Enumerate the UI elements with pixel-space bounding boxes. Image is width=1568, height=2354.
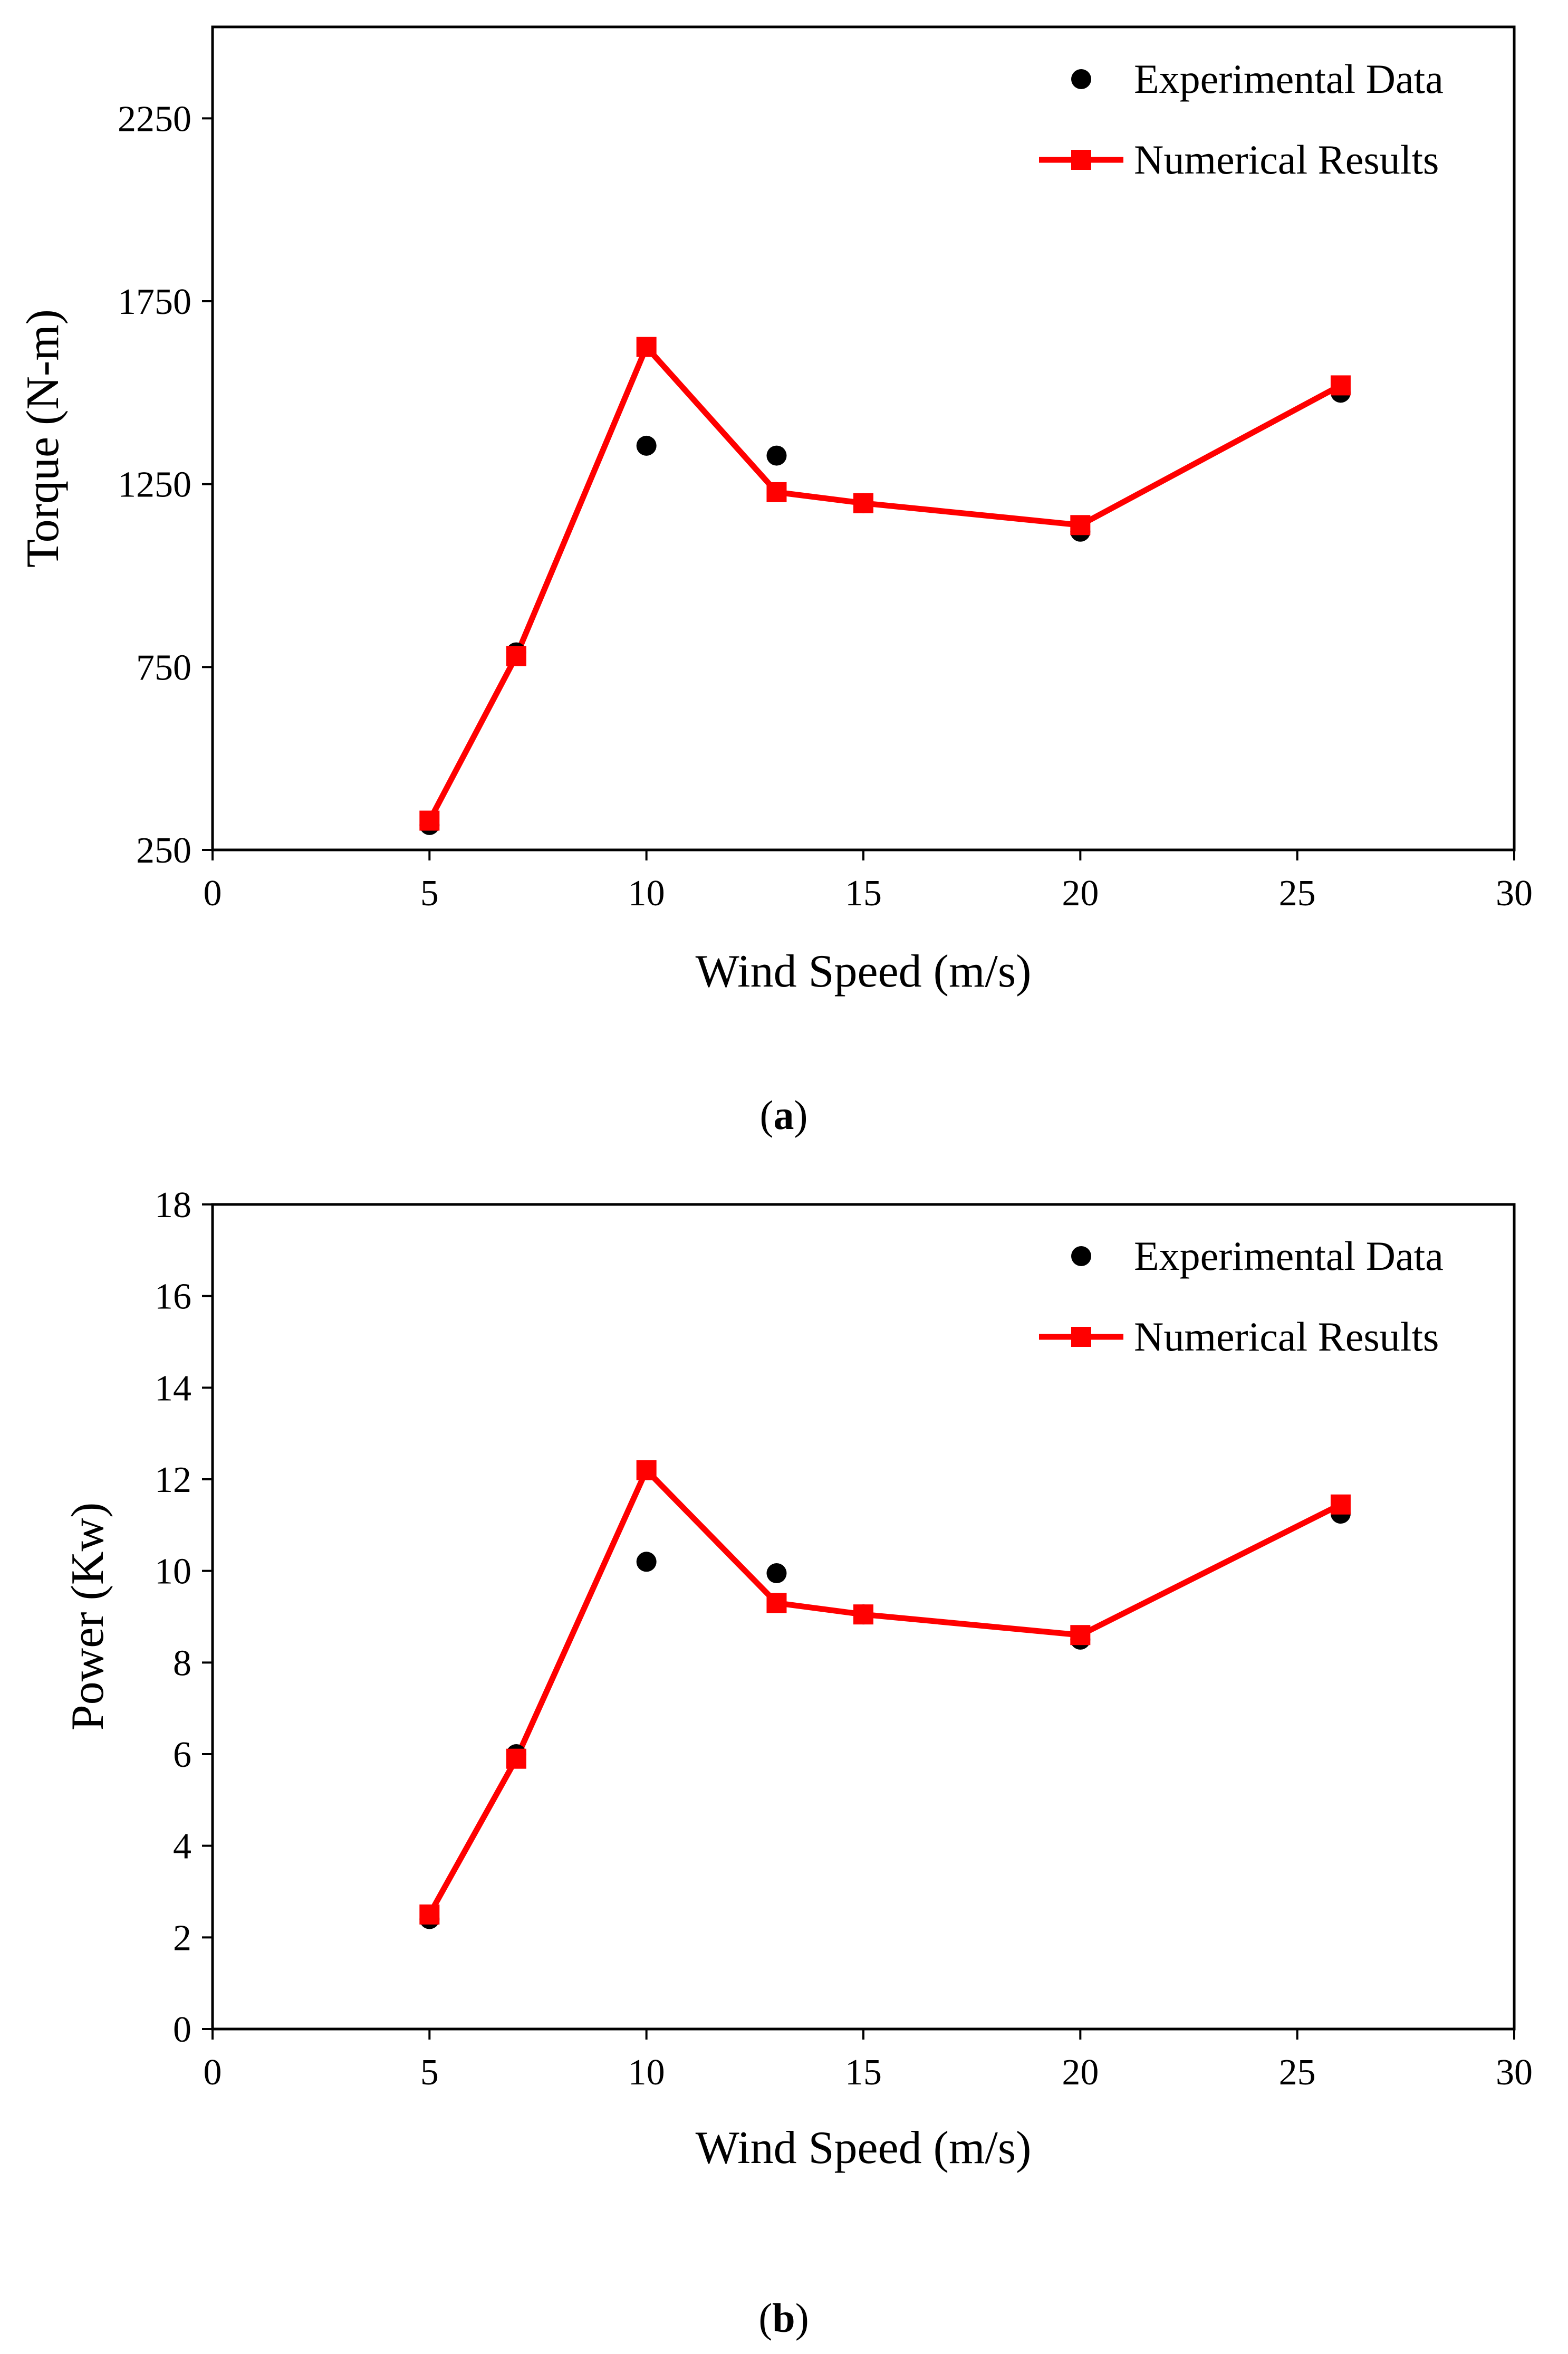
y-axis-title: Power (Kw) bbox=[62, 1503, 113, 1731]
x-tick-label: 25 bbox=[1279, 2052, 1316, 2093]
x-tick-label: 15 bbox=[845, 2052, 882, 2093]
legend-marker-experimental bbox=[1071, 69, 1091, 89]
numerical-result-point bbox=[419, 810, 440, 831]
legend-marker-numerical bbox=[1071, 1327, 1091, 1347]
legend-label: Experimental Data bbox=[1134, 56, 1444, 102]
x-axis-title: Wind Speed (m/s) bbox=[696, 2122, 1032, 2174]
numerical-result-point bbox=[506, 646, 526, 666]
experimental-data-point bbox=[636, 1552, 657, 1572]
numerical-result-point bbox=[506, 1748, 526, 1769]
experimental-data-point bbox=[636, 435, 657, 456]
x-tick-label: 25 bbox=[1279, 873, 1316, 914]
x-tick-label: 30 bbox=[1496, 2052, 1533, 2093]
y-tick-label: 16 bbox=[155, 1277, 191, 1317]
x-tick-label: 0 bbox=[204, 2052, 222, 2093]
numerical-result-point bbox=[636, 1460, 657, 1480]
x-tick-label: 10 bbox=[628, 2052, 665, 2093]
numerical-result-point bbox=[853, 493, 873, 513]
chart-panel-b: 0 5 10 15 20 25 30 0 2 4 6 8 10 12 14 16 18 Wind Speed … bbox=[62, 1185, 1533, 2341]
x-tick-label: 0 bbox=[204, 873, 222, 914]
numerical-result-point bbox=[1070, 1625, 1091, 1645]
legend-marker-experimental bbox=[1071, 1246, 1091, 1266]
y-tick-label: 2 bbox=[173, 1918, 191, 1958]
numerical-result-point bbox=[1070, 515, 1091, 535]
experimental-data-point bbox=[766, 445, 787, 466]
y-tick-label: 12 bbox=[155, 1460, 191, 1500]
legend-marker-numerical bbox=[1071, 150, 1091, 170]
experimental-data-point bbox=[766, 1563, 787, 1584]
panel-caption-a: (a) bbox=[760, 1092, 808, 1138]
x-tick-label: 5 bbox=[420, 873, 439, 914]
legend-label: Numerical Results bbox=[1134, 137, 1439, 183]
y-tick-label: 1750 bbox=[118, 282, 191, 322]
x-tick-label: 30 bbox=[1496, 873, 1533, 914]
numerical-result-point bbox=[766, 1593, 787, 1613]
x-tick-label: 15 bbox=[845, 873, 882, 914]
x-tick-label: 20 bbox=[1062, 873, 1099, 914]
y-tick-label: 1250 bbox=[118, 465, 191, 505]
legend: Experimental Data Numerical Results bbox=[1039, 56, 1444, 183]
y-tick-label: 4 bbox=[173, 1826, 191, 1867]
legend-label: Numerical Results bbox=[1134, 1314, 1439, 1360]
x-tick-label: 20 bbox=[1062, 2052, 1099, 2093]
numerical-result-point bbox=[1330, 375, 1351, 396]
legend: Experimental Data Numerical Results bbox=[1039, 1233, 1444, 1360]
y-tick-label: 14 bbox=[155, 1368, 191, 1409]
series-line-numerical-results bbox=[427, 1467, 1342, 1916]
chart-panel-a: 0 5 10 15 20 25 30 250 750 1250 1750 2250 Wind Spe… bbox=[17, 25, 1533, 1138]
x-axis-title: Wind Speed (m/s) bbox=[696, 946, 1032, 997]
y-tick-label: 10 bbox=[155, 1552, 191, 1592]
y-tick-label: 18 bbox=[155, 1185, 191, 1226]
y-tick-label: 0 bbox=[173, 2009, 191, 2050]
numerical-result-point bbox=[419, 1904, 440, 1925]
legend-label: Experimental Data bbox=[1134, 1233, 1444, 1279]
y-tick-label: 750 bbox=[136, 647, 191, 688]
numerical-result-point bbox=[853, 1604, 873, 1625]
y-tick-label: 6 bbox=[173, 1735, 191, 1775]
numerical-result-point bbox=[766, 482, 787, 502]
y-tick-label: 250 bbox=[136, 830, 191, 871]
y-tick-label: 2250 bbox=[118, 99, 191, 139]
y-axis-title: Torque (N-m) bbox=[17, 309, 69, 568]
x-tick-label: 10 bbox=[628, 873, 665, 914]
panel-caption-b: (b) bbox=[758, 2295, 809, 2341]
numerical-result-point bbox=[1330, 1494, 1351, 1515]
y-tick-label: 8 bbox=[173, 1643, 191, 1683]
series-line-numerical-results bbox=[427, 344, 1342, 822]
numerical-result-point bbox=[636, 337, 657, 357]
x-tick-label: 5 bbox=[420, 2052, 439, 2093]
